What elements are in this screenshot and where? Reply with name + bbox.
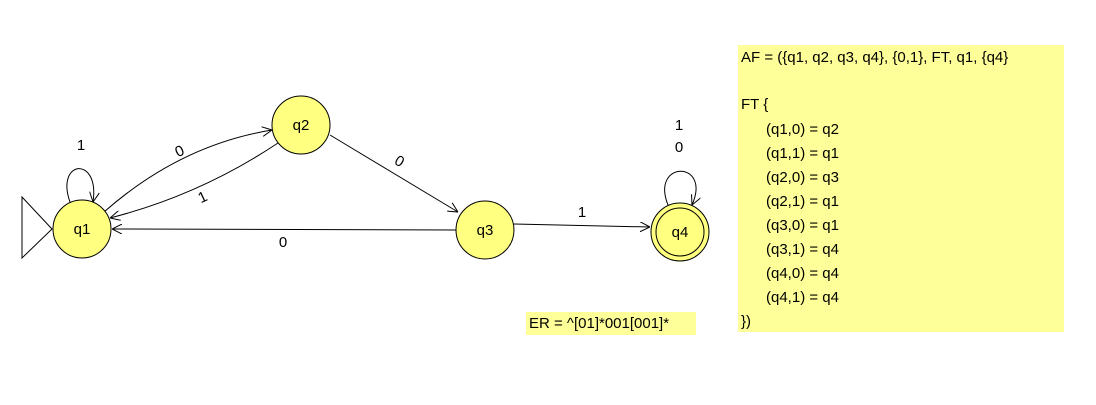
edge bbox=[513, 224, 650, 227]
definition-line: (q2,1) = q1 bbox=[766, 193, 839, 210]
state-label: q3 bbox=[477, 222, 494, 239]
state-label: q2 bbox=[293, 117, 310, 134]
edge-label: 1 bbox=[77, 137, 85, 154]
definition-text: AF = ({q1, q2, q3, q4}, {0,1}, FT, q1, {… bbox=[741, 49, 1008, 330]
edge-label: 0 bbox=[279, 234, 287, 251]
regex-text: ER = ^[01]*001[001]* bbox=[529, 315, 669, 332]
state bbox=[52, 199, 112, 259]
start-marker bbox=[21, 195, 53, 260]
state-label: q1 bbox=[74, 221, 91, 238]
edge bbox=[112, 229, 457, 230]
state bbox=[650, 202, 710, 262]
edge bbox=[66, 168, 94, 202]
edge-label: 1 bbox=[578, 204, 586, 221]
definition-line: (q4,1) = q4 bbox=[766, 289, 839, 306]
definition-line: (q1,1) = q1 bbox=[766, 145, 839, 162]
definition-line: (q4,0) = q4 bbox=[766, 265, 839, 282]
definition-line: (q2,0) = q3 bbox=[766, 169, 839, 186]
definition-line: AF = ({q1, q2, q3, q4}, {0,1}, FT, q1, {… bbox=[741, 49, 1008, 66]
edge-label: 0 bbox=[675, 139, 683, 156]
definition-note bbox=[738, 45, 1064, 332]
edge bbox=[664, 170, 696, 205]
edge bbox=[103, 130, 272, 213]
final-ring bbox=[655, 207, 705, 257]
definition-line: (q3,0) = q1 bbox=[766, 217, 839, 234]
definition-line: FT { bbox=[741, 96, 768, 113]
edge-label: 1 bbox=[675, 117, 683, 134]
definition-line: (q3,1) = q4 bbox=[766, 241, 839, 258]
definition-line: }) bbox=[741, 313, 751, 330]
definition-line: (q1,0) = q2 bbox=[766, 121, 839, 138]
state-label: q4 bbox=[672, 224, 689, 241]
regex-note bbox=[526, 312, 696, 335]
state bbox=[271, 95, 331, 155]
edge bbox=[110, 142, 279, 218]
edge bbox=[329, 134, 458, 212]
state bbox=[455, 200, 515, 260]
